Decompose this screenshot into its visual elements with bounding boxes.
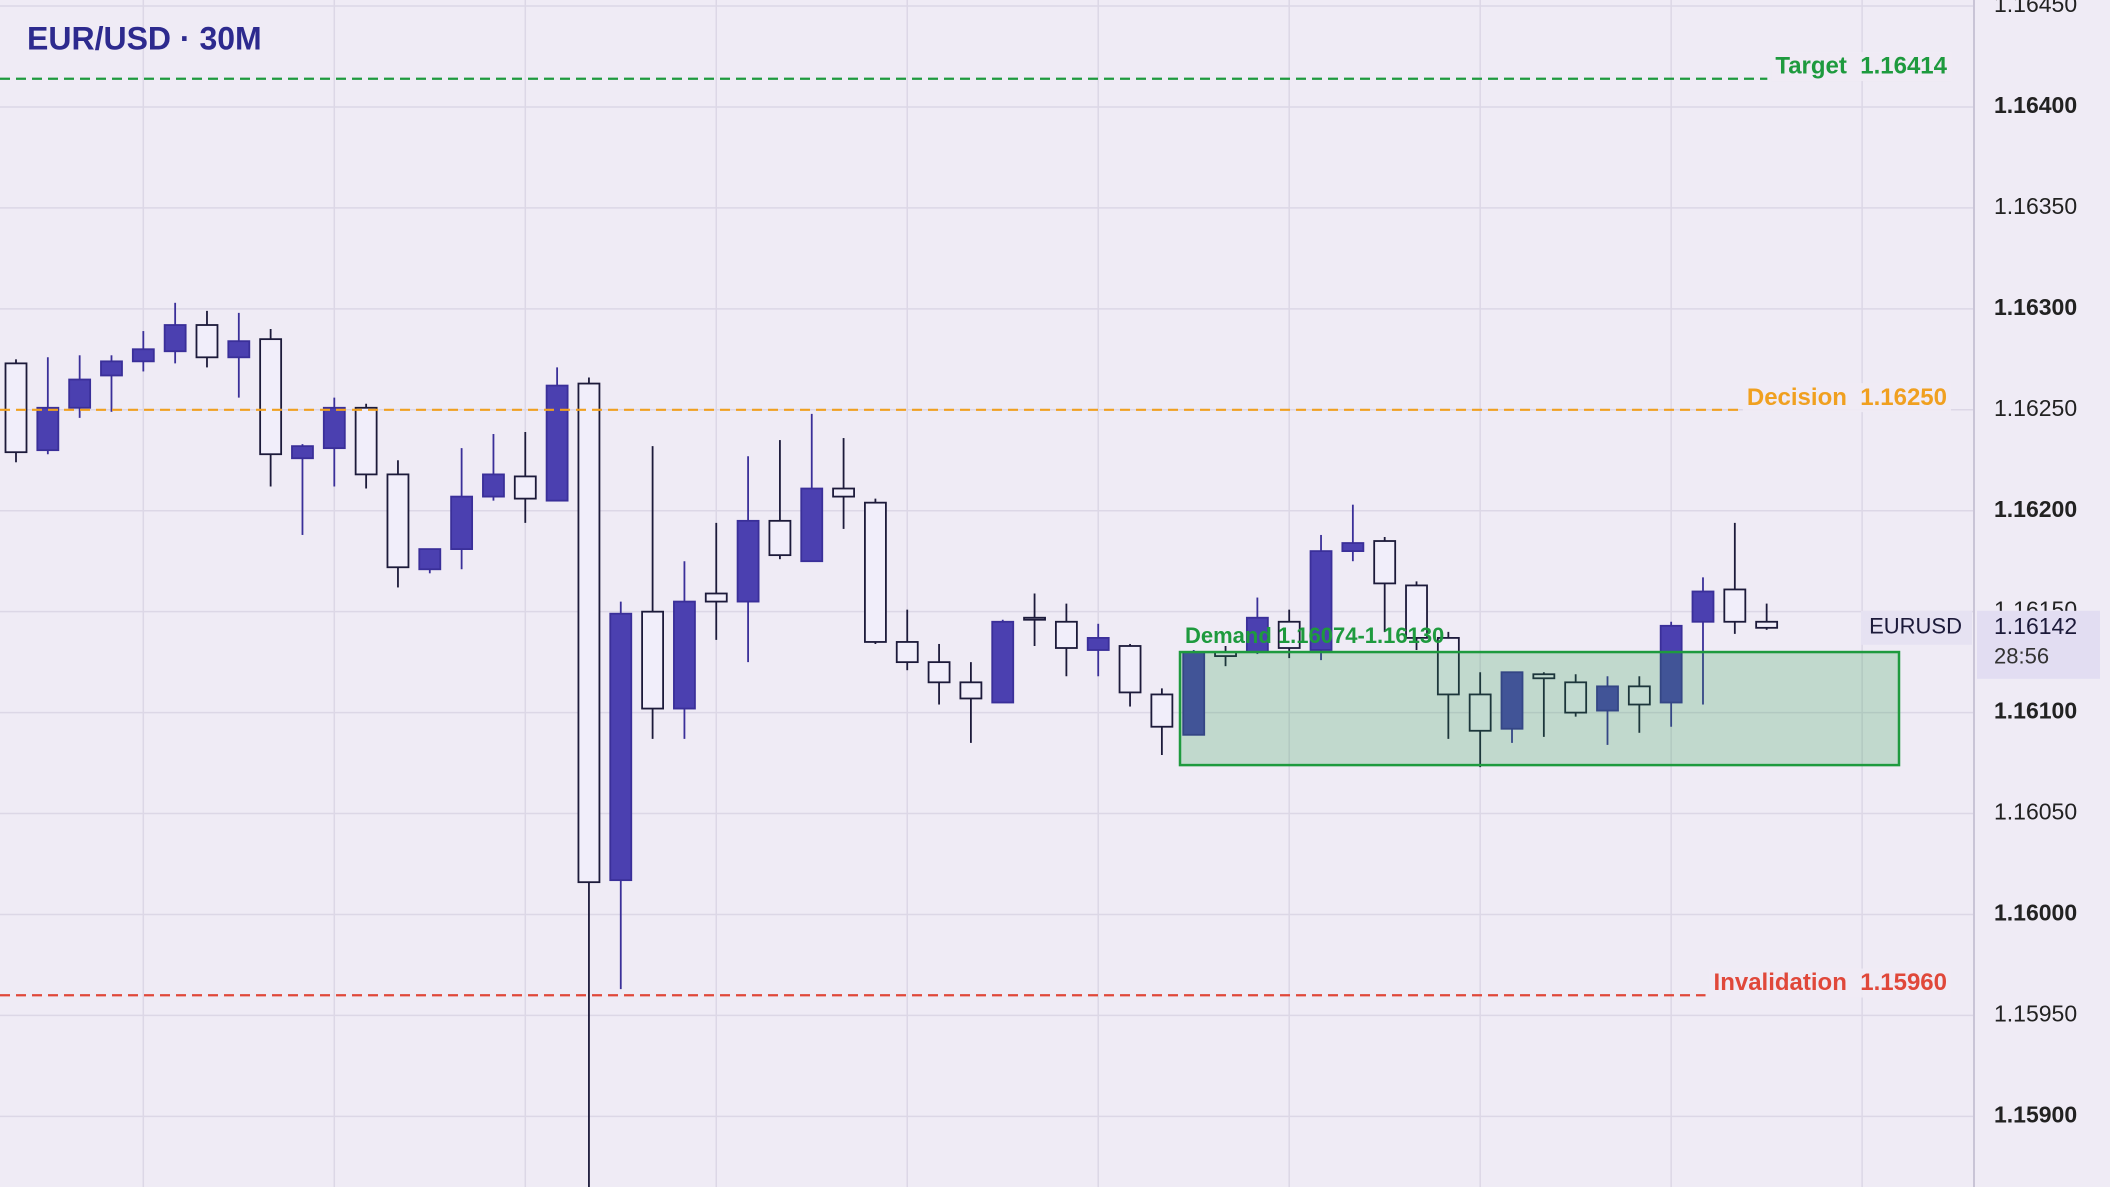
candle-body [354, 406, 378, 476]
candle-body [895, 641, 919, 664]
candle-body [482, 473, 505, 498]
candle-body [832, 487, 855, 498]
candle-body [1054, 620, 1078, 649]
level-value: 1.16414 [1860, 53, 1947, 80]
y-tick-label: 1.16400 [1994, 92, 2077, 118]
candle-body [163, 324, 187, 353]
y-tick-label: 1.15950 [1994, 1000, 2077, 1026]
candle-body [1627, 685, 1651, 706]
candle-body [1118, 645, 1142, 694]
candle-body [1150, 693, 1174, 728]
candle-body [100, 360, 123, 377]
candle-body [1468, 693, 1492, 732]
candle-body [1500, 671, 1524, 730]
candle-body [291, 445, 314, 460]
candle-body [673, 600, 696, 710]
candle-body [927, 661, 951, 684]
y-tick-label: 1.16200 [1994, 496, 2077, 522]
candle-body [991, 620, 1015, 704]
candle-body [1596, 685, 1619, 712]
candle-body [736, 519, 760, 603]
candle-body [418, 548, 442, 571]
price-box [1977, 610, 2100, 679]
level-name: Invalidation [1714, 970, 1847, 997]
chart-title: EUR/USD · 30M [27, 20, 262, 56]
countdown: 28:56 [1994, 644, 2049, 669]
y-tick-label: 1.16450 [1994, 0, 2077, 17]
candle-body [4, 362, 28, 454]
y-tick-label: 1.16000 [1994, 900, 2077, 926]
level-label-bg [1771, 52, 1952, 82]
candle-body [1755, 620, 1779, 629]
candle-body [1659, 624, 1683, 704]
candle-body [1373, 540, 1397, 585]
candle-body [322, 406, 346, 450]
candle-body [1086, 637, 1110, 651]
candle-body [227, 340, 251, 359]
candle-body [36, 406, 60, 452]
y-tick-label: 1.16100 [1994, 698, 2077, 724]
candle-body [704, 592, 728, 603]
level-value: 1.15960 [1860, 970, 1947, 997]
y-tick-label: 1.16050 [1994, 799, 2077, 825]
candle-body [1277, 620, 1301, 649]
zone-label: Demand 1.16074-1.16130 [1185, 623, 1444, 648]
level-name: Target [1775, 53, 1847, 80]
level-label: Invalidation 1.15960 [1714, 970, 1947, 997]
level-label: Target 1.16414 [1775, 53, 1947, 80]
level-name: Decision [1747, 384, 1847, 411]
candle-body [386, 473, 410, 569]
zone-name: Demand [1185, 623, 1272, 648]
candle-body [1691, 590, 1715, 623]
y-axis: 1.16450 1.16400 1.16350 1.16300 1.16250 1.162… [1861, 0, 2100, 1127]
overlays: Demand 1.16074-1.16130 Target 1.16414 Deci… [0, 52, 1952, 998]
candle-body [800, 487, 824, 563]
symbol-box [1861, 610, 1972, 645]
candle-body [450, 495, 474, 550]
candle-body [609, 612, 633, 882]
y-tick-label: 1.15900 [1994, 1101, 2077, 1127]
candle-body [545, 384, 569, 502]
symbol-label: EURUSD [1869, 614, 1962, 639]
candle-body [513, 475, 537, 500]
last-price: 1.16142 [1994, 613, 2077, 639]
candle-body [577, 382, 601, 884]
candle-body [641, 610, 664, 710]
candle-body [259, 338, 283, 456]
y-tick-label: 1.16350 [1994, 193, 2077, 219]
level-label-bg [1709, 968, 1951, 998]
candle-body [68, 378, 92, 409]
y-tick-label: 1.16250 [1994, 395, 2077, 421]
plot-area [4, 302, 1779, 1187]
candle-body [131, 348, 155, 363]
level-value: 1.16250 [1860, 384, 1947, 411]
candle-body [1405, 584, 1428, 639]
y-tick-label: 1.16300 [1994, 294, 2077, 320]
level-label: Decision 1.16250 [1747, 384, 1947, 411]
candle-body [959, 681, 983, 700]
candle-body [1341, 542, 1365, 553]
candle-body [1532, 673, 1556, 680]
candle-body [1309, 550, 1333, 651]
demand-zone [1178, 650, 1901, 767]
candle-body [195, 324, 219, 359]
candle-body [768, 519, 792, 557]
zone-range: 1.16074-1.16130 [1278, 623, 1444, 648]
candle-body [1723, 588, 1747, 623]
level-label-bg [1742, 383, 1951, 413]
candle-body [1023, 616, 1046, 621]
candle-body [864, 501, 887, 643]
candle-body [1564, 681, 1588, 714]
